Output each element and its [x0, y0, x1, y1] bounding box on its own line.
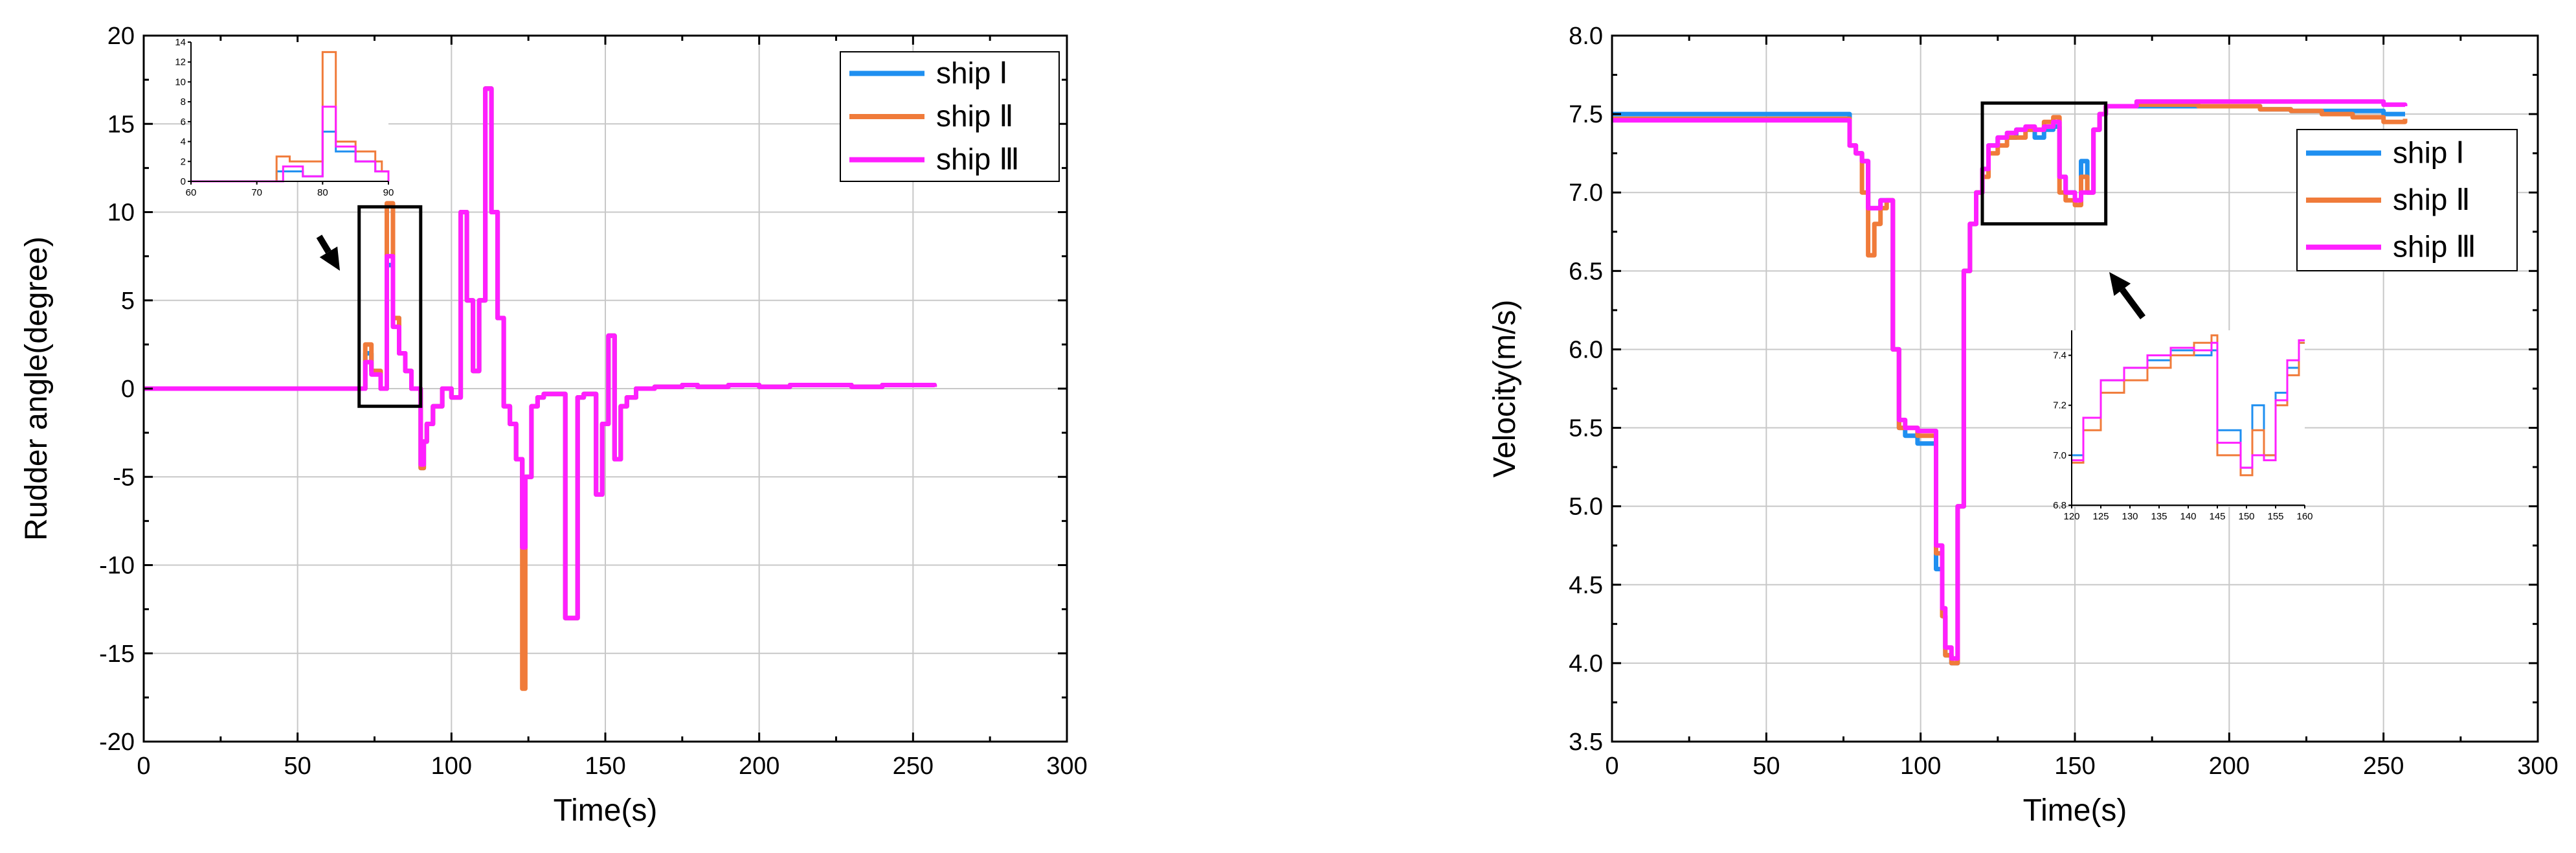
inset-background [2072, 330, 2305, 505]
x-tick-label: 150 [2054, 753, 2095, 780]
x-tick-label: 300 [2517, 753, 2558, 780]
y-axis-label: Rudder angle(degree) [19, 236, 54, 541]
inset-y-tick-label: 8 [181, 97, 186, 108]
inset-y-tick-label: 4 [181, 137, 186, 148]
y-tick-label: 5.0 [1569, 494, 1603, 521]
inset-x-tick-label: 140 [2180, 511, 2196, 522]
y-tick-label: 7.5 [1569, 101, 1603, 128]
y-tick-label: -10 [99, 552, 135, 580]
chart-2: 0 50 100 150 200 250 300 3.5 4.0 4.5 5.0 5.5 6.0 6.5 7… [1488, 23, 2559, 828]
legend: ship Ⅰ ship Ⅱ ship Ⅲ [840, 51, 1060, 182]
y-tick-label: 0 [121, 376, 135, 403]
y-tick-label: 6.0 [1569, 336, 1603, 363]
inset-x-tick-label: 145 [2209, 511, 2225, 522]
inset-series-line-3 [2072, 339, 2305, 469]
x-tick-label: 150 [585, 753, 625, 780]
inset-y-tick-label: 12 [175, 57, 186, 68]
x-tick-label: 250 [2363, 753, 2404, 780]
zoom-arrow-head [2109, 272, 2131, 296]
y-tick-label: 8.0 [1569, 23, 1603, 50]
inset-x-tick-label: 135 [2151, 511, 2167, 522]
y-tick-label: 4.5 [1569, 572, 1603, 599]
x-tick-label: 100 [431, 753, 472, 780]
inset-y-tick-label: 2 [181, 156, 186, 167]
x-tick-label: 0 [137, 753, 150, 780]
x-tick-label: 50 [1753, 753, 1780, 780]
inset-x-tick-label: 150 [2238, 511, 2254, 522]
x-tick-label: 0 [1605, 753, 1618, 780]
y-tick-label: 3.5 [1569, 729, 1603, 756]
inset-y-tick-label: 14 [175, 37, 186, 48]
x-axis-label: Time(s) [554, 793, 658, 828]
inset-chart: 120 125 130 135 140 145 150 155 160 6.8 7.0 7.2 7.4 [2053, 330, 2313, 522]
inset-series-line-2 [191, 51, 390, 183]
y-tick-label: 5.5 [1569, 415, 1603, 442]
y-tick-label: 4.0 [1569, 650, 1603, 677]
zoom-arrow [2120, 288, 2146, 319]
x-tick-label: 50 [284, 753, 311, 780]
y-tick-label: -5 [113, 464, 135, 491]
legend-label-3: ship Ⅲ [2393, 230, 2476, 264]
inset-x-tick-label: 125 [2092, 511, 2109, 522]
legend: ship Ⅰ ship Ⅱ ship Ⅲ [2296, 129, 2518, 271]
inset-y-tick-label: 7.4 [2053, 350, 2066, 361]
legend-label-1: ship Ⅰ [936, 56, 1008, 89]
y-tick-label: 15 [107, 111, 135, 138]
y-tick-label: 7.0 [1569, 179, 1603, 207]
legend-label-1: ship Ⅰ [2393, 135, 2465, 169]
inset-x-tick-label: 90 [383, 187, 394, 198]
inset-y-tick-label: 6.8 [2053, 500, 2066, 511]
legend-label-2: ship Ⅱ [936, 99, 1014, 133]
inset-x-tick-label: 80 [317, 187, 328, 198]
legend-label-3: ship Ⅲ [936, 142, 1020, 176]
inset-y-tick-label: 10 [175, 76, 186, 87]
inset-y-tick-label: 7.0 [2053, 450, 2066, 461]
zoom-arrow [316, 234, 331, 254]
inset-x-tick-label: 160 [2296, 511, 2313, 522]
inset-x-tick-label: 130 [2122, 511, 2138, 522]
y-axis-label: Velocity(m/s) [1488, 300, 1522, 478]
x-tick-label: 250 [893, 753, 934, 780]
y-tick-label: -15 [99, 641, 135, 668]
inset-x-tick-label: 155 [2267, 511, 2283, 522]
x-tick-label: 200 [2209, 753, 2250, 780]
zoom-arrow-head [319, 246, 340, 271]
y-tick-label: 20 [107, 23, 135, 50]
inset-x-tick-label: 120 [2063, 511, 2079, 522]
zoom-box [357, 205, 423, 408]
zoom-box [1980, 101, 2108, 226]
x-tick-label: 300 [1046, 753, 1087, 780]
inset-series-line-3 [191, 106, 390, 183]
legend-label-2: ship Ⅱ [2393, 183, 2470, 216]
x-axis-label: Time(s) [2023, 793, 2127, 828]
y-tick-label: 6.5 [1569, 258, 1603, 285]
inset-y-tick-label: 6 [181, 117, 186, 128]
inset-y-tick-label: 0 [181, 176, 186, 187]
inset-chart: 60 70 80 90 0 2 4 6 8 10 12 14 [175, 37, 394, 198]
inset-x-tick-label: 60 [186, 187, 197, 198]
y-tick-label: 10 [107, 199, 135, 227]
inset-x-tick-label: 70 [251, 187, 262, 198]
x-tick-label: 100 [1900, 753, 1941, 780]
chart-1: 0 50 100 150 200 250 300-20-15-10-505101520Tim… [19, 23, 1088, 828]
x-tick-label: 200 [739, 753, 779, 780]
y-tick-label: -20 [99, 729, 135, 756]
inset-y-tick-label: 7.2 [2053, 400, 2066, 411]
series-line-3 [144, 86, 937, 620]
y-tick-label: 5 [121, 288, 135, 315]
